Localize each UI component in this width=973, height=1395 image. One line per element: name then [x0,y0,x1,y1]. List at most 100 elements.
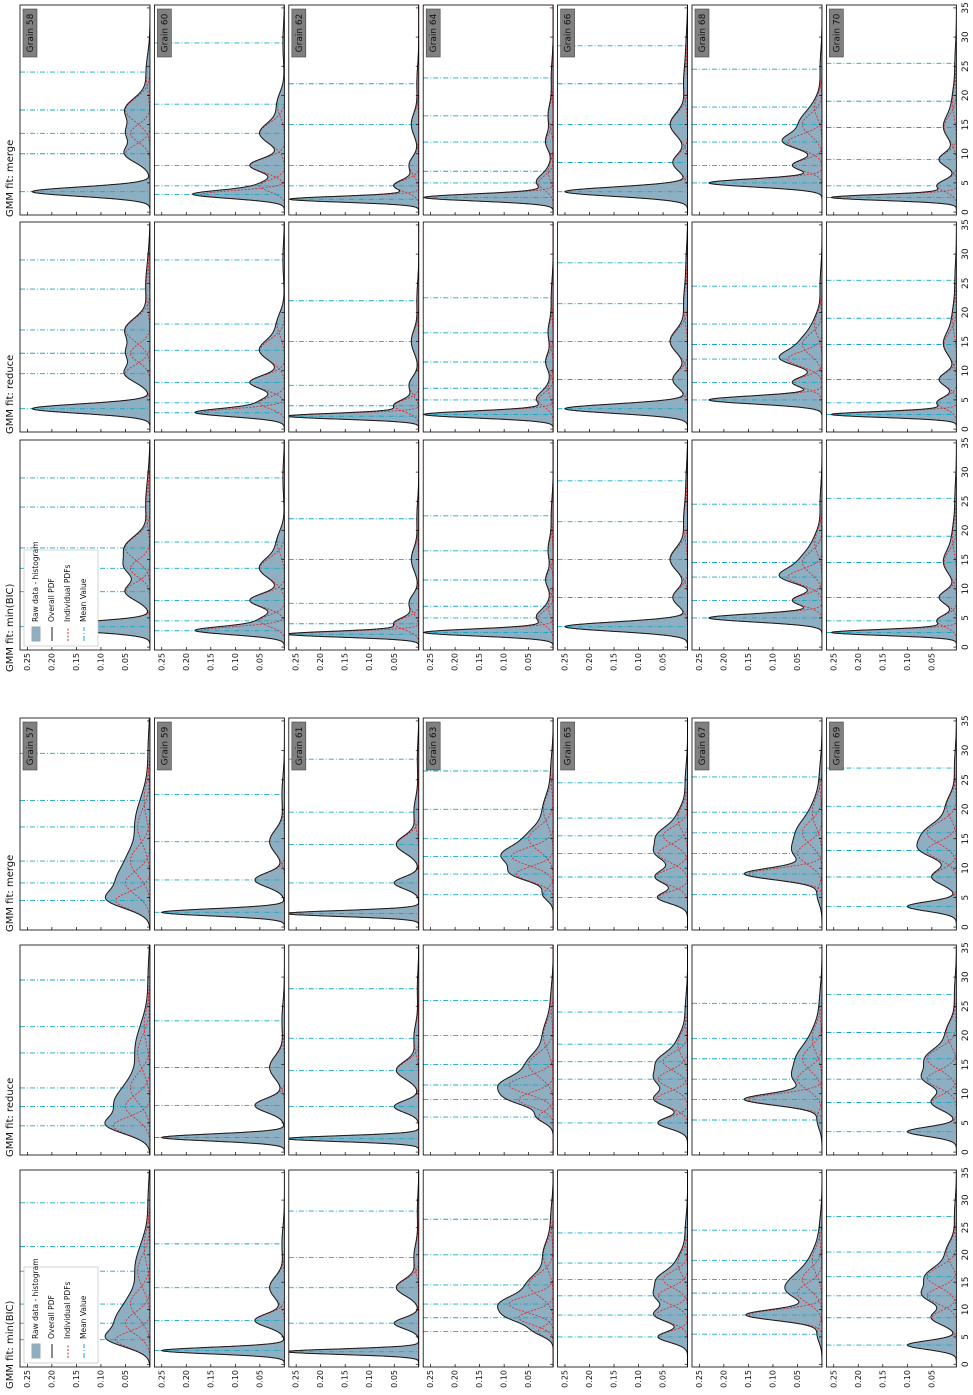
legend-box [23,1266,99,1364]
grain-label-box [829,721,844,771]
y-tick-label: 0.05 [255,653,264,671]
component-pdf [655,945,688,1155]
overall-pdf [194,222,285,432]
panel [20,5,150,215]
y-tick-label: 0.25 [292,653,301,671]
panel-frame [153,439,285,651]
y-tick-label: 0.05 [659,653,668,671]
overall-pdf [830,5,957,215]
grain-label: Grain 67 [698,727,708,766]
panel-background [423,718,554,930]
x-tick-label: 0 [961,644,971,650]
y-tick-label: 0.10 [365,653,374,671]
y-tick-label: 0.05 [524,1370,533,1388]
component-pdf [672,222,688,432]
y-tick-label: 0.10 [768,1370,777,1388]
overall-pdf [497,1170,554,1367]
panel [692,222,822,432]
overall-pdf [743,718,822,930]
component-pdf [811,945,822,1155]
y-tick-label: 0.15 [475,653,484,671]
component-pdf [276,440,285,650]
y-tick-label: 0.05 [659,1370,668,1388]
y-tick-label: 0.20 [47,653,56,671]
legend-label: Individual PDFs [63,564,72,622]
panel-frame [826,1169,957,1368]
component-pdf [670,222,688,432]
component-pdf [538,1170,554,1367]
component-pdf [814,222,822,432]
component-pdf [129,945,150,1155]
y-tick-label: 0.20 [854,653,863,671]
panel-frame [153,944,285,1156]
grain-label: Grain 60 [160,13,170,52]
x-tick-label: 10 [961,583,971,595]
x-tick-label: 0 [961,1361,971,1367]
panel-background [692,5,822,215]
overall-pdf [194,440,285,650]
x-tick-label: 25 [961,1001,971,1012]
x-tick-label: 25 [961,496,971,507]
panel [557,945,688,1155]
x-tick-label: 0 [961,1149,971,1155]
x-tick-label: 5 [961,1120,971,1126]
panel-frame [288,944,420,1156]
grain-label: Grain 66 [564,13,574,52]
x-tick-label: 5 [961,1334,971,1340]
component-pdf [811,1170,822,1367]
grain-label-box [291,721,307,771]
component-pdf [672,5,688,215]
grain-label-box [22,721,38,771]
panel-frame [826,221,957,433]
legend-label: Individual PDFs [63,1281,72,1339]
column-title: GMM fit: reduce [5,1078,16,1157]
x-tick-label: 15 [961,119,971,130]
x-tick-label: 20 [961,89,971,101]
y-tick-label: 0.25 [23,653,32,671]
overall-pdf [500,718,554,930]
panel-frame [153,1169,285,1368]
grain-label-box [425,721,441,771]
x-tick-label: 30 [961,248,971,260]
component-pdf [276,222,285,432]
x-tick-label: 5 [961,180,971,186]
y-tick-label: 0.25 [695,653,704,671]
x-tick-label: 25 [961,774,971,785]
panel-background [692,222,822,432]
grain-label: Grain 70 [832,13,842,52]
component-pdf [129,718,150,930]
y-tick-label: 0.20 [47,1370,56,1388]
panel [826,440,957,650]
x-tick-label: 30 [961,744,971,756]
panel-frame [557,944,688,1156]
panel-frame [288,221,420,433]
panel-background [423,1170,554,1367]
y-tick-label: 0.05 [121,653,130,671]
panel-frame [422,717,554,931]
y-tick-label: 0.15 [878,653,887,671]
overall-pdf [31,5,150,215]
panel [288,718,419,930]
component-pdf [814,440,822,650]
panel [557,222,688,432]
legend-label: Overall PDF [47,1295,56,1339]
grain-label: Grain 68 [698,13,708,52]
legend-swatch [31,626,41,642]
y-tick-label: 0.05 [390,1370,399,1388]
x-tick-label: 10 [961,862,971,874]
y-tick-label: 0.15 [744,653,753,671]
y-tick-label: 0.15 [744,1370,753,1388]
panel-frame [826,439,957,651]
panel-background [826,5,957,215]
column-title: GMM fit: merge [5,855,16,932]
grain-label: Grain 65 [564,727,574,766]
panel [288,440,419,650]
component-pdf [276,5,285,215]
panel-frame [153,221,285,433]
y-tick-label: 0.05 [524,653,533,671]
grain-label-box [291,8,307,58]
panel [288,222,419,432]
x-tick-label: 20 [961,306,971,318]
panel-frame [557,221,688,433]
